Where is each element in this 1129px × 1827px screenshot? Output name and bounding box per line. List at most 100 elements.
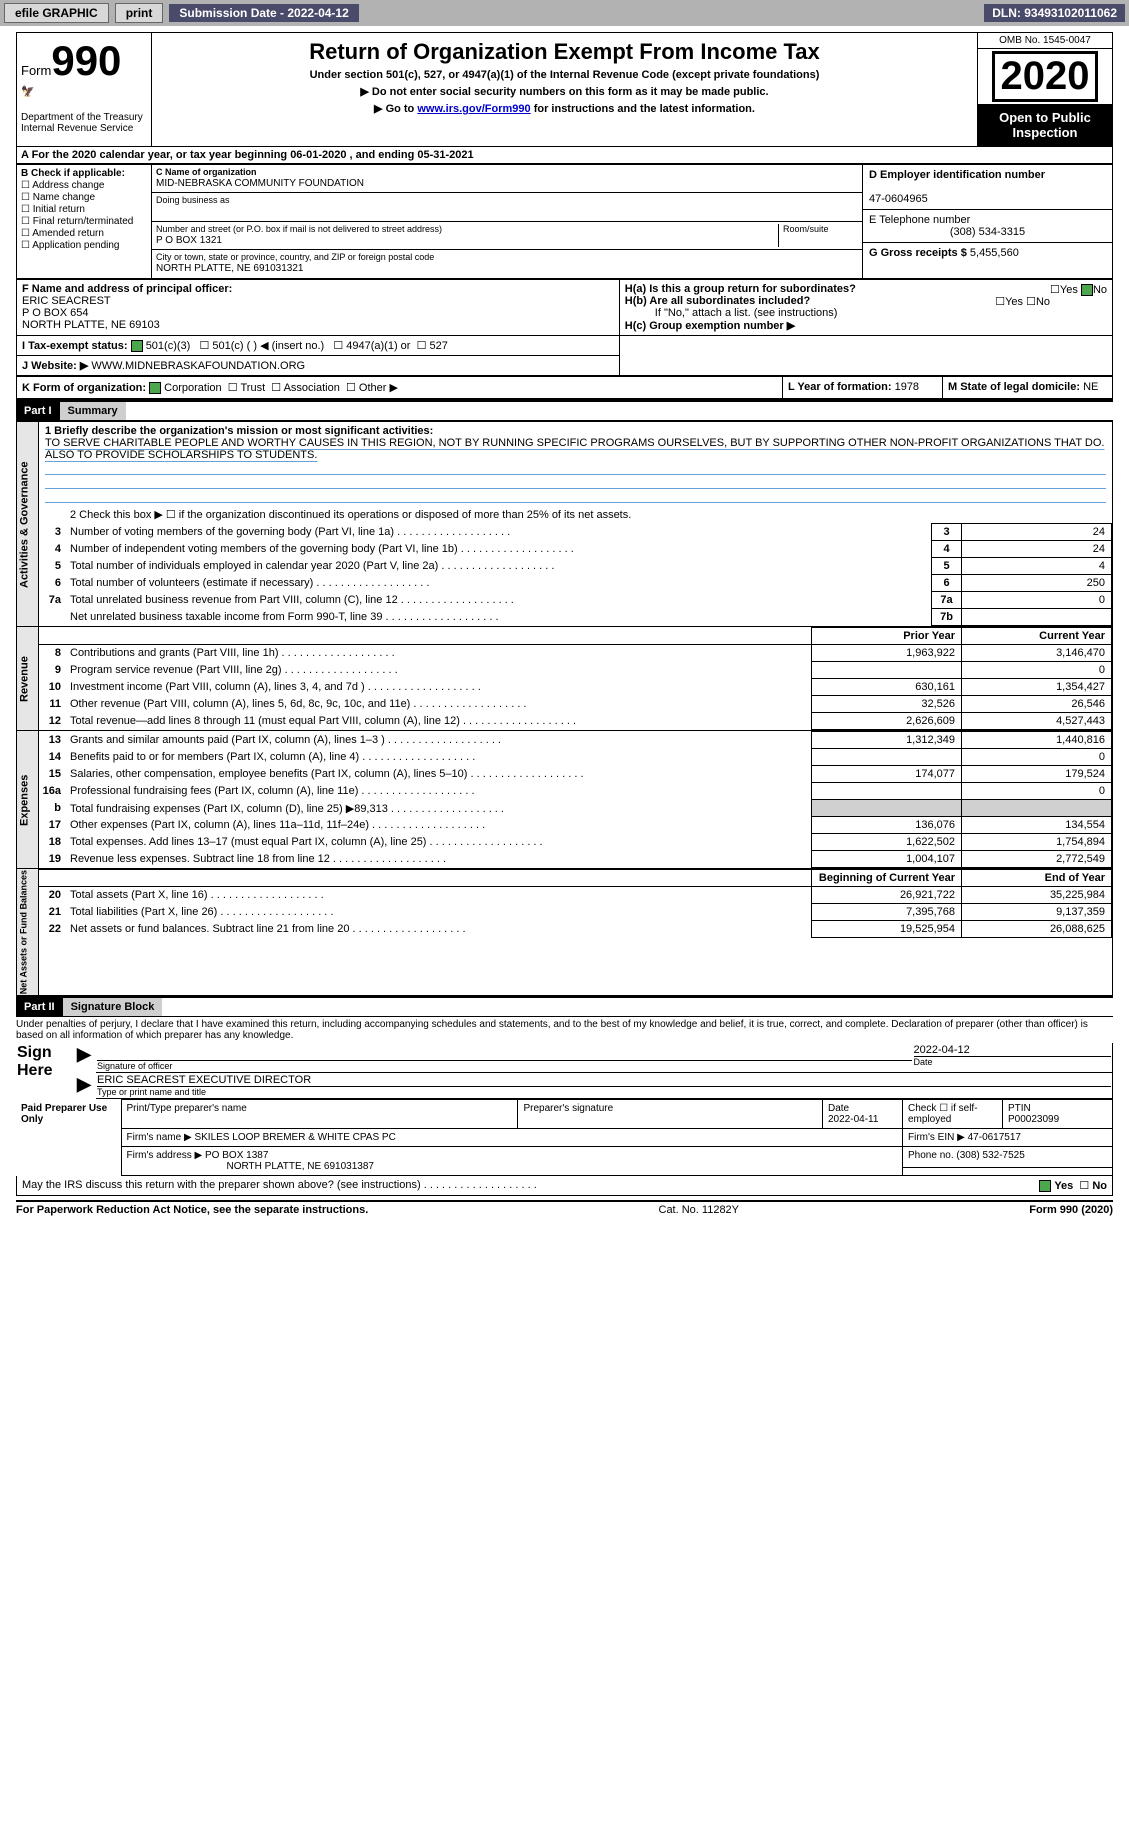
part-ii-header: Part IISignature Block [16, 996, 1113, 1017]
line-prior: 1,963,922 [812, 645, 962, 662]
line-num: b [39, 800, 67, 817]
goto-post: for instructions and the latest informat… [531, 103, 755, 115]
org-addr: P O BOX 1321 [156, 235, 222, 246]
check-amended[interactable]: ☐ Amended return [21, 228, 147, 239]
line-prior [812, 662, 962, 679]
box-b-title: B Check if applicable: [21, 168, 125, 179]
rev-lines: Prior Year Current Year 8Contributions a… [39, 627, 1113, 731]
check-name-change[interactable]: ☐ Name change [21, 192, 147, 203]
line-num [39, 609, 67, 626]
label-city: City or town, state or province, country… [156, 252, 434, 262]
officer-printed-name: ERIC SEACREST EXECUTIVE DIRECTOR [97, 1074, 1111, 1086]
form-title-cell: Return of Organization Exempt From Incom… [152, 33, 978, 147]
check-corp[interactable] [149, 382, 161, 394]
vlabel-expenses: Expenses [17, 731, 39, 869]
sig-officer-cell: Signature of officer [96, 1043, 913, 1073]
col-end-year: End of Year [962, 870, 1112, 887]
line-text: Total unrelated business revenue from Pa… [67, 592, 932, 609]
line-num: 11 [39, 696, 67, 713]
line-current: 0 [962, 662, 1112, 679]
line-value: 4 [962, 558, 1112, 575]
line-current [962, 800, 1112, 817]
row-j: J Website: ▶ WWW.MIDNEBRASKAFOUNDATION.O… [17, 356, 620, 376]
box-b: B Check if applicable: ☐ Address change … [17, 165, 152, 279]
line-value [962, 609, 1112, 626]
line-text: Revenue less expenses. Subtract line 18 … [67, 851, 812, 868]
line-num: 16a [39, 783, 67, 800]
org-city: NORTH PLATTE, NE 691031321 [156, 263, 303, 274]
firm-ein: 47-0617517 [968, 1132, 1021, 1143]
line-current: 1,754,894 [962, 834, 1112, 851]
vlabel-governance: Activities & Governance [17, 422, 39, 627]
check-address-change[interactable]: ☐ Address change [21, 180, 147, 191]
phone-value: (308) 534-3315 [869, 226, 1106, 238]
efile-button[interactable]: efile GRAPHIC [4, 3, 109, 23]
line-box: 4 [932, 541, 962, 558]
org-name: MID-NEBRASKA COMMUNITY FOUNDATION [156, 178, 364, 189]
form-prefix: Form [21, 63, 51, 78]
ha-no-check[interactable] [1081, 284, 1093, 296]
form-header: Form990 🦅 Department of the Treasury Int… [16, 32, 1113, 164]
line-value: 250 [962, 575, 1112, 592]
line-num: 13 [39, 732, 67, 749]
line-2: 2 Check this box ▶ ☐ if the organization… [67, 506, 1112, 524]
row-l: L Year of formation: 1978 [783, 377, 943, 400]
check-501c3[interactable] [131, 340, 143, 352]
col-beg-year: Beginning of Current Year [812, 870, 962, 887]
part-ii-bar: Part II [16, 998, 63, 1016]
goto-pre: ▶ Go to [374, 103, 417, 115]
h-check-self[interactable]: Check ☐ if self-employed [903, 1100, 1003, 1129]
open-to-public: Open to Public Inspection [978, 104, 1112, 146]
label-dba: Doing business as [156, 195, 230, 205]
line-prior: 32,526 [812, 696, 962, 713]
line-text: Grants and similar amounts paid (Part IX… [67, 732, 812, 749]
line-text: Total fundraising expenses (Part IX, col… [67, 800, 812, 817]
ein-value: 47-0604965 [869, 193, 928, 205]
form-id-cell: Form990 🦅 Department of the Treasury Int… [17, 33, 152, 147]
line-text: Benefits paid to or for members (Part IX… [67, 749, 812, 766]
sign-arrow-1: ▶ [76, 1043, 96, 1073]
check-pending[interactable]: ☐ Application pending [21, 240, 147, 251]
officer-block: F Name and address of principal officer:… [16, 279, 1113, 376]
officer-addr: P O BOX 654 [22, 307, 88, 319]
h-c: H(c) Group exemption number ▶ [625, 320, 795, 332]
firm-phone: (308) 532-7525 [956, 1150, 1024, 1161]
mission-text: TO SERVE CHARITABLE PEOPLE AND WORTHY CA… [45, 437, 1104, 462]
discuss-text: May the IRS discuss this return with the… [22, 1179, 421, 1191]
vlabel-revenue: Revenue [17, 627, 39, 731]
form-note-1: ▶ Do not enter social security numbers o… [158, 85, 971, 98]
page-footer: For Paperwork Reduction Act Notice, see … [16, 1200, 1113, 1216]
label-gross: G Gross receipts $ [869, 247, 967, 259]
line-prior: 7,395,768 [812, 904, 962, 921]
line-num: 7a [39, 592, 67, 609]
form-note-2: ▶ Go to www.irs.gov/Form990 for instruct… [158, 102, 971, 115]
label-phone: E Telephone number [869, 214, 970, 226]
instructions-link[interactable]: www.irs.gov/Form990 [417, 103, 530, 115]
discuss-yes-check[interactable] [1039, 1180, 1051, 1192]
line-text: Other revenue (Part VIII, column (A), li… [67, 696, 812, 713]
print-button[interactable]: print [115, 3, 164, 23]
line-prior: 26,921,722 [812, 887, 962, 904]
sig-date-cell: 2022-04-12 Date [913, 1043, 1113, 1073]
line-prior: 174,077 [812, 766, 962, 783]
penalties-text: Under penalties of perjury, I declare th… [16, 1017, 1113, 1043]
line-text: Total revenue—add lines 8 through 11 (mu… [67, 713, 812, 730]
mission-cell: 1 Briefly describe the organization's mi… [39, 422, 1113, 507]
label-ein: D Employer identification number [869, 169, 1045, 181]
line-num: 14 [39, 749, 67, 766]
line-prior: 1,312,349 [812, 732, 962, 749]
part-i-bar: Part I [16, 402, 60, 420]
line-num: 8 [39, 645, 67, 662]
line-text: Total liabilities (Part X, line 26) [67, 904, 812, 921]
line-value: 0 [962, 592, 1112, 609]
check-final-return[interactable]: ☐ Final return/terminated [21, 216, 147, 227]
entity-block: B Check if applicable: ☐ Address change … [16, 164, 1113, 279]
line-num: 15 [39, 766, 67, 783]
line-prior: 19,525,954 [812, 921, 962, 938]
discuss-row: May the IRS discuss this return with the… [16, 1176, 1113, 1196]
h-sig: Preparer's signature [518, 1100, 823, 1129]
h-b-note: If "No," attach a list. (see instruction… [625, 307, 1107, 319]
check-initial-return[interactable]: ☐ Initial return [21, 204, 147, 215]
line-num: 6 [39, 575, 67, 592]
line-num: 5 [39, 558, 67, 575]
